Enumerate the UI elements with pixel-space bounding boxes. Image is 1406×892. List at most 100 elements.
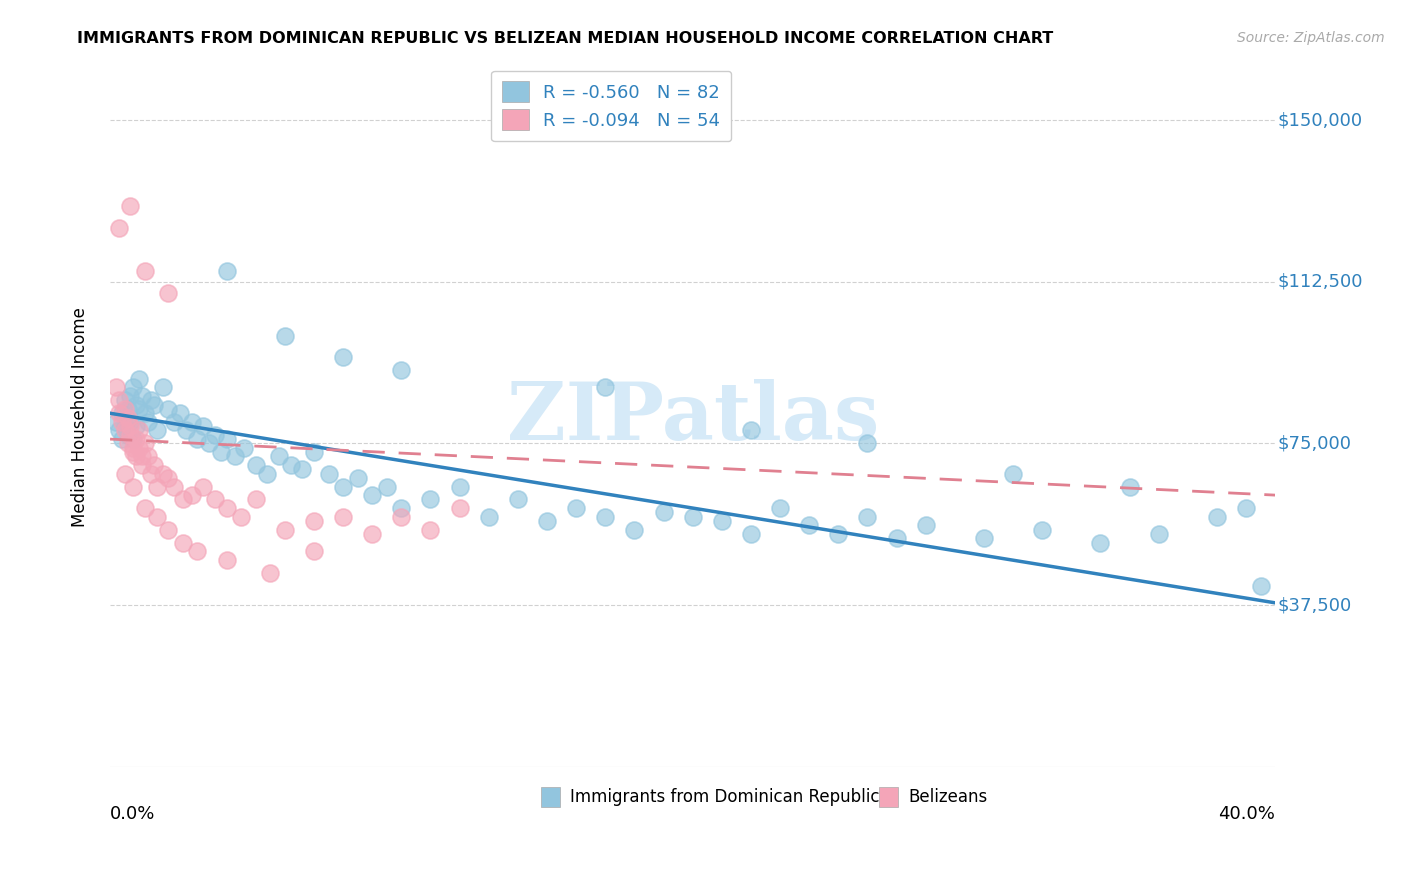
Point <box>131 458 153 472</box>
Point <box>134 501 156 516</box>
Point <box>114 467 136 481</box>
Point <box>122 432 145 446</box>
Point <box>332 350 354 364</box>
Point <box>142 458 165 472</box>
Point <box>332 479 354 493</box>
Point <box>120 427 142 442</box>
Point <box>117 436 139 450</box>
Point <box>169 406 191 420</box>
Point <box>122 441 145 455</box>
Point <box>536 514 558 528</box>
Point <box>180 488 202 502</box>
Point <box>1090 535 1112 549</box>
Point <box>346 471 368 485</box>
Point <box>224 450 246 464</box>
Text: $75,000: $75,000 <box>1278 434 1351 452</box>
Point <box>120 419 142 434</box>
Text: IMMIGRANTS FROM DOMINICAN REPUBLIC VS BELIZEAN MEDIAN HOUSEHOLD INCOME CORRELATI: IMMIGRANTS FROM DOMINICAN REPUBLIC VS BE… <box>77 31 1053 46</box>
Point <box>215 432 238 446</box>
Point <box>117 401 139 416</box>
Point <box>136 450 159 464</box>
Point <box>389 501 412 516</box>
Point <box>128 424 150 438</box>
Point <box>111 406 134 420</box>
Point <box>193 479 215 493</box>
Point <box>157 285 180 300</box>
Point <box>856 436 879 450</box>
Legend: R = -0.560   N = 82, R = -0.094   N = 54: R = -0.560 N = 82, R = -0.094 N = 54 <box>491 70 731 141</box>
Text: ZIPatlas: ZIPatlas <box>506 378 879 457</box>
Point <box>198 436 221 450</box>
Text: Source: ZipAtlas.com: Source: ZipAtlas.com <box>1237 31 1385 45</box>
Point <box>111 415 134 429</box>
Point <box>215 264 238 278</box>
Point <box>120 389 142 403</box>
Point <box>172 492 194 507</box>
Point <box>134 406 156 420</box>
Point <box>104 380 127 394</box>
Point <box>274 523 297 537</box>
Point <box>886 531 908 545</box>
Point <box>827 527 849 541</box>
Point <box>710 514 733 528</box>
Point <box>163 415 186 429</box>
Text: Immigrants from Dominican Republic: Immigrants from Dominican Republic <box>571 788 880 805</box>
Point <box>122 445 145 459</box>
Point <box>104 415 127 429</box>
Point <box>145 479 167 493</box>
Point <box>139 393 162 408</box>
Point <box>302 514 325 528</box>
Point <box>114 424 136 438</box>
Point <box>914 518 936 533</box>
Point <box>180 415 202 429</box>
Point <box>361 527 384 541</box>
Point <box>419 492 441 507</box>
Point <box>389 509 412 524</box>
Point <box>125 398 148 412</box>
Point <box>419 523 441 537</box>
Point <box>120 415 142 429</box>
Point <box>302 445 325 459</box>
Point <box>172 535 194 549</box>
Point <box>274 328 297 343</box>
Point <box>117 410 139 425</box>
Text: $37,500: $37,500 <box>1278 596 1351 614</box>
Text: Belizeans: Belizeans <box>908 788 987 805</box>
Point <box>973 531 995 545</box>
Point <box>1118 479 1140 493</box>
Point <box>565 501 588 516</box>
Point <box>152 467 174 481</box>
Point <box>623 523 645 537</box>
Point <box>108 406 131 420</box>
Point <box>332 509 354 524</box>
Point <box>1002 467 1025 481</box>
Point <box>117 427 139 442</box>
Point <box>134 436 156 450</box>
Text: $150,000: $150,000 <box>1278 112 1362 129</box>
Point <box>139 467 162 481</box>
Point <box>114 401 136 416</box>
Point <box>740 527 762 541</box>
Point <box>157 401 180 416</box>
Point <box>131 450 153 464</box>
Point <box>136 415 159 429</box>
Point <box>193 419 215 434</box>
Point <box>111 432 134 446</box>
Point <box>145 509 167 524</box>
Text: 0.0%: 0.0% <box>110 805 156 823</box>
Point <box>128 372 150 386</box>
Point <box>291 462 314 476</box>
Point <box>122 380 145 394</box>
Point <box>652 505 675 519</box>
Point <box>125 419 148 434</box>
Point <box>128 441 150 455</box>
Point <box>280 458 302 472</box>
Point <box>267 450 290 464</box>
Y-axis label: Median Household Income: Median Household Income <box>72 308 89 527</box>
Point <box>1250 579 1272 593</box>
Point <box>174 424 197 438</box>
Point <box>245 492 267 507</box>
Point <box>302 544 325 558</box>
Point <box>114 393 136 408</box>
Point <box>152 380 174 394</box>
